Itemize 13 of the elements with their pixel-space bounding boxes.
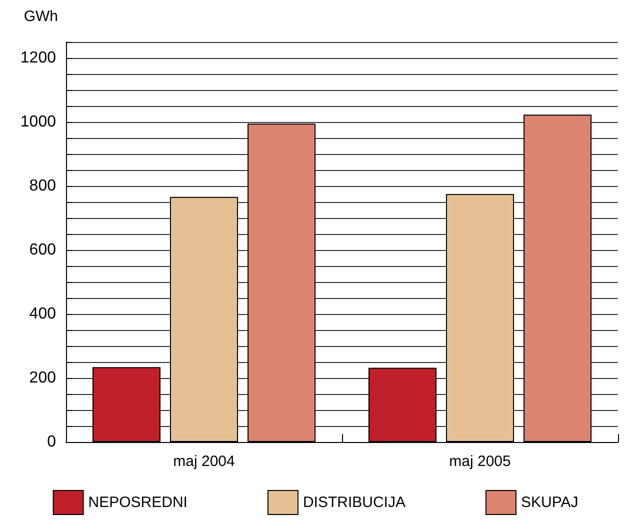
legend-label: NEPOSREDNI: [88, 494, 188, 511]
y-tick-label: 200: [29, 370, 56, 386]
x-tick-label: maj 2004: [173, 453, 235, 470]
y-tick-label: 600: [29, 242, 56, 258]
y-tick-label: 0: [47, 434, 56, 450]
y-tick-label: 400: [29, 306, 56, 322]
y-axis-title: GWh: [24, 8, 58, 25]
x-tick-label: maj 2005: [449, 453, 511, 470]
y-tick-label: 1000: [20, 114, 56, 130]
y-tick-label: 800: [29, 178, 56, 194]
legend-label: DISTRIBUCIJA: [302, 494, 406, 511]
legend-label: SKUPAJ: [520, 494, 578, 511]
y-tick-label: 1200: [20, 50, 56, 66]
